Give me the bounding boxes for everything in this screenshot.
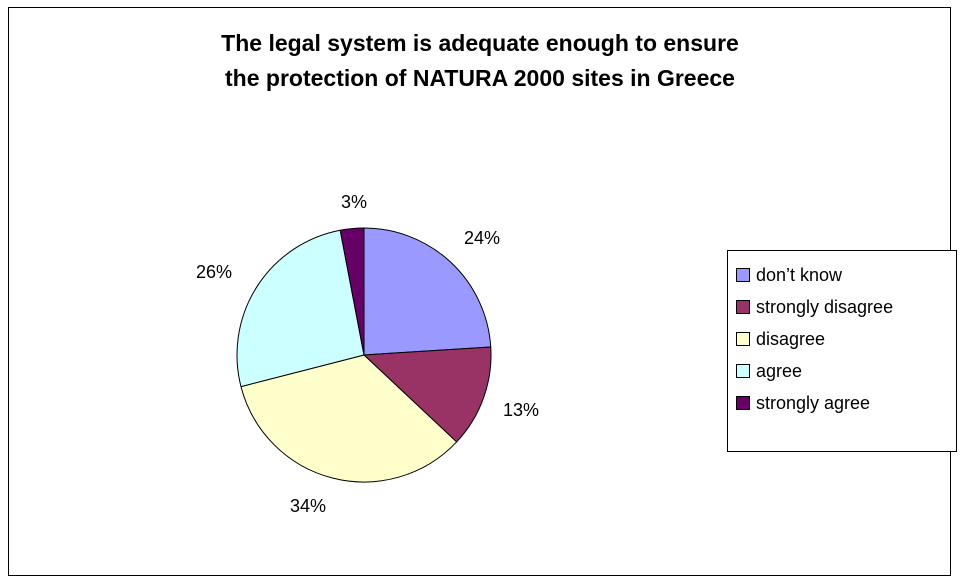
data-label-agree: 26% [196, 262, 232, 282]
legend-item-strongly-agree: strongly agree [728, 387, 956, 419]
chart-title-line-2: the protection of NATURA 2000 sites in G… [225, 65, 735, 91]
data-label-don-t-know: 24% [464, 228, 500, 248]
legend-label: agree [756, 360, 803, 381]
data-label-disagree: 34% [290, 496, 326, 516]
pie-slice-strongly-disagree [362, 346, 492, 443]
legend-item-don-t-know: don’t know [728, 259, 956, 291]
legend-item-strongly-disagree: strongly disagree [728, 291, 956, 323]
pie-slice-strongly-agree [339, 227, 365, 356]
legend-label: don’t know [756, 264, 843, 285]
pie-slice-don-t-know [363, 227, 492, 356]
legend-swatch [736, 268, 750, 282]
legend-label: strongly disagree [756, 296, 894, 317]
pie-slice-agree [236, 229, 365, 388]
legend-swatch [736, 332, 750, 346]
data-label-strongly-disagree: 13% [503, 400, 539, 420]
data-label-strongly-agree: 3% [341, 192, 367, 212]
legend-item-agree: agree [728, 355, 956, 387]
pie-slice-disagree [240, 354, 458, 483]
chart-title-line-1: The legal system is adequate enough to e… [221, 30, 739, 56]
legend-swatch [736, 300, 750, 314]
legend-label: strongly agree [756, 392, 871, 413]
legend-item-disagree: disagree [728, 323, 956, 355]
chart-legend: don’t know strongly disagree disagree agree… [727, 250, 957, 452]
legend-swatch [736, 364, 750, 378]
legend-swatch [736, 396, 750, 410]
legend-label: disagree [756, 328, 826, 349]
chart-title: The legal system is adequate enough to e… [0, 26, 960, 96]
